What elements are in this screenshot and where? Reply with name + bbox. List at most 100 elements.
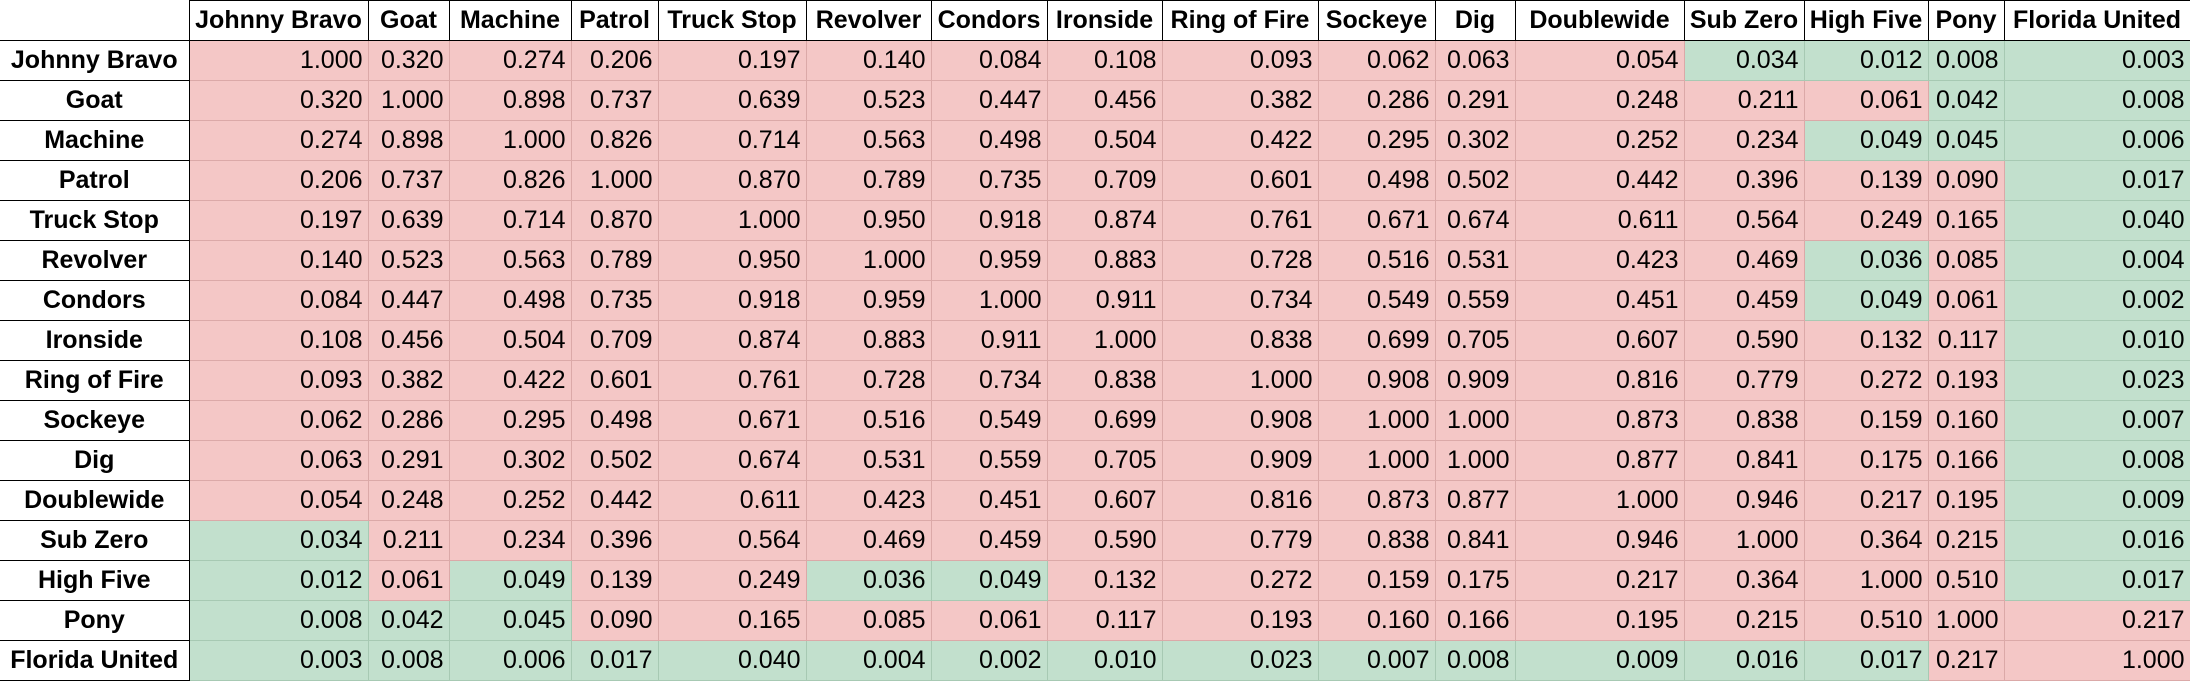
matrix-cell[interactable]: 0.234	[1683, 120, 1805, 161]
row-header[interactable]: Johnny Bravo	[0, 40, 190, 81]
matrix-cell[interactable]: 0.873	[1514, 400, 1685, 441]
matrix-cell[interactable]: 0.873	[1317, 480, 1436, 521]
matrix-cell[interactable]: 0.498	[448, 280, 572, 321]
matrix-cell[interactable]: 0.816	[1514, 360, 1685, 401]
matrix-cell[interactable]: 0.456	[367, 320, 450, 361]
matrix-cell[interactable]: 0.639	[367, 200, 450, 241]
matrix-cell[interactable]: 0.382	[1161, 80, 1319, 121]
row-header[interactable]: Florida United	[0, 640, 190, 681]
matrix-cell[interactable]: 0.159	[1317, 560, 1436, 601]
column-header[interactable]: Machine	[448, 0, 572, 41]
matrix-cell[interactable]: 0.699	[1317, 320, 1436, 361]
matrix-cell[interactable]: 0.049	[1803, 280, 1929, 321]
matrix-cell[interactable]: 0.132	[1046, 560, 1163, 601]
matrix-cell[interactable]: 0.516	[805, 400, 932, 441]
column-header[interactable]: Sockeye	[1317, 0, 1436, 41]
matrix-cell[interactable]: 0.036	[1803, 240, 1929, 281]
matrix-cell[interactable]: 0.004	[805, 640, 932, 681]
matrix-cell[interactable]: 0.166	[1927, 440, 2005, 481]
matrix-cell[interactable]: 0.007	[1317, 640, 1436, 681]
matrix-cell[interactable]: 0.838	[1046, 360, 1163, 401]
matrix-cell[interactable]: 0.423	[1514, 240, 1685, 281]
matrix-cell[interactable]: 0.883	[1046, 240, 1163, 281]
matrix-cell[interactable]: 0.045	[448, 600, 572, 641]
matrix-cell[interactable]: 0.049	[1803, 120, 1929, 161]
matrix-cell[interactable]: 0.090	[1927, 160, 2005, 201]
matrix-cell[interactable]: 0.286	[1317, 80, 1436, 121]
matrix-cell[interactable]: 1.000	[570, 160, 659, 201]
matrix-cell[interactable]: 0.959	[930, 240, 1048, 281]
matrix-cell[interactable]: 0.841	[1683, 440, 1805, 481]
matrix-cell[interactable]: 0.531	[1434, 240, 1516, 281]
matrix-cell[interactable]: 1.000	[1317, 440, 1436, 481]
row-header[interactable]: High Five	[0, 560, 190, 601]
matrix-cell[interactable]: 0.023	[2003, 360, 2190, 401]
matrix-cell[interactable]: 0.516	[1317, 240, 1436, 281]
matrix-cell[interactable]: 0.607	[1046, 480, 1163, 521]
matrix-cell[interactable]: 0.274	[188, 120, 369, 161]
matrix-cell[interactable]: 0.274	[448, 40, 572, 81]
column-header[interactable]: Ironside	[1046, 0, 1163, 41]
matrix-cell[interactable]: 0.714	[448, 200, 572, 241]
matrix-cell[interactable]: 0.699	[1046, 400, 1163, 441]
matrix-cell[interactable]: 0.639	[657, 80, 807, 121]
matrix-cell[interactable]: 0.559	[1434, 280, 1516, 321]
matrix-cell[interactable]: 0.042	[367, 600, 450, 641]
matrix-cell[interactable]: 0.498	[930, 120, 1048, 161]
matrix-cell[interactable]: 0.705	[1046, 440, 1163, 481]
matrix-cell[interactable]: 0.735	[930, 160, 1048, 201]
matrix-cell[interactable]: 0.789	[805, 160, 932, 201]
matrix-cell[interactable]: 0.302	[448, 440, 572, 481]
matrix-cell[interactable]: 0.166	[1434, 600, 1516, 641]
matrix-cell[interactable]: 0.009	[1514, 640, 1685, 681]
matrix-cell[interactable]: 0.272	[1803, 360, 1929, 401]
corner-cell[interactable]	[0, 0, 190, 41]
matrix-cell[interactable]: 0.826	[448, 160, 572, 201]
matrix-cell[interactable]: 0.422	[448, 360, 572, 401]
matrix-cell[interactable]: 0.215	[1927, 520, 2005, 561]
matrix-cell[interactable]: 0.382	[367, 360, 450, 401]
matrix-cell[interactable]: 0.563	[805, 120, 932, 161]
matrix-cell[interactable]: 0.909	[1161, 440, 1319, 481]
matrix-cell[interactable]: 0.197	[657, 40, 807, 81]
column-header[interactable]: Sub Zero	[1683, 0, 1805, 41]
row-header[interactable]: Pony	[0, 600, 190, 641]
matrix-cell[interactable]: 0.252	[448, 480, 572, 521]
matrix-cell[interactable]: 0.498	[570, 400, 659, 441]
matrix-cell[interactable]: 0.009	[2003, 480, 2190, 521]
matrix-cell[interactable]: 0.008	[2003, 80, 2190, 121]
matrix-cell[interactable]: 1.000	[367, 80, 450, 121]
matrix-cell[interactable]: 0.523	[367, 240, 450, 281]
matrix-cell[interactable]: 0.364	[1803, 520, 1929, 561]
matrix-cell[interactable]: 0.396	[1683, 160, 1805, 201]
matrix-cell[interactable]: 1.000	[1803, 560, 1929, 601]
matrix-cell[interactable]: 0.709	[570, 320, 659, 361]
matrix-cell[interactable]: 0.838	[1683, 400, 1805, 441]
column-header[interactable]: Ring of Fire	[1161, 0, 1319, 41]
row-header[interactable]: Ring of Fire	[0, 360, 190, 401]
matrix-cell[interactable]: 0.523	[805, 80, 932, 121]
matrix-cell[interactable]: 0.908	[1161, 400, 1319, 441]
matrix-cell[interactable]: 0.447	[367, 280, 450, 321]
matrix-cell[interactable]: 0.779	[1683, 360, 1805, 401]
matrix-cell[interactable]: 1.000	[1927, 600, 2005, 641]
matrix-cell[interactable]: 1.000	[657, 200, 807, 241]
matrix-cell[interactable]: 0.286	[367, 400, 450, 441]
matrix-cell[interactable]: 0.959	[805, 280, 932, 321]
matrix-cell[interactable]: 0.874	[657, 320, 807, 361]
matrix-cell[interactable]: 0.062	[1317, 40, 1436, 81]
matrix-cell[interactable]: 0.085	[805, 600, 932, 641]
matrix-cell[interactable]: 0.049	[930, 560, 1048, 601]
row-header[interactable]: Goat	[0, 80, 190, 121]
matrix-cell[interactable]: 0.950	[805, 200, 932, 241]
matrix-cell[interactable]: 0.108	[188, 320, 369, 361]
matrix-cell[interactable]: 1.000	[1434, 440, 1516, 481]
matrix-cell[interactable]: 0.054	[188, 480, 369, 521]
matrix-cell[interactable]: 0.510	[1803, 600, 1929, 641]
matrix-cell[interactable]: 0.197	[188, 200, 369, 241]
matrix-cell[interactable]: 0.016	[2003, 520, 2190, 561]
matrix-cell[interactable]: 1.000	[1317, 400, 1436, 441]
matrix-cell[interactable]: 0.045	[1927, 120, 2005, 161]
matrix-cell[interactable]: 0.017	[2003, 560, 2190, 601]
matrix-cell[interactable]: 0.728	[805, 360, 932, 401]
